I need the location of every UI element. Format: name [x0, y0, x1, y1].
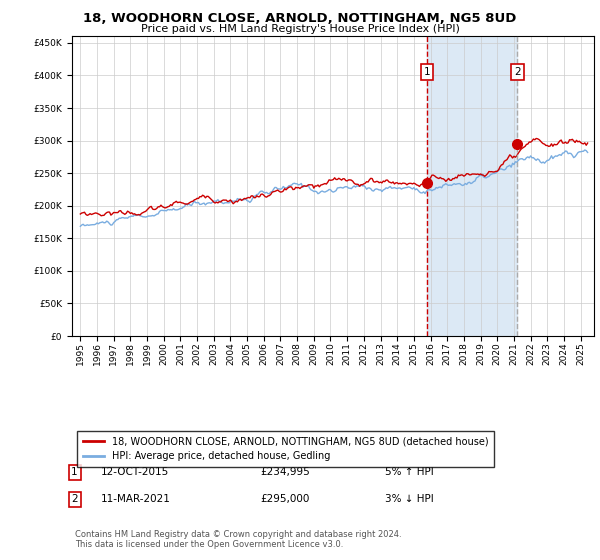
Legend: 18, WOODHORN CLOSE, ARNOLD, NOTTINGHAM, NG5 8UD (detached house), HPI: Average p: 18, WOODHORN CLOSE, ARNOLD, NOTTINGHAM, … [77, 431, 494, 467]
Text: 5% ↑ HPI: 5% ↑ HPI [385, 467, 434, 477]
Text: 3% ↓ HPI: 3% ↓ HPI [385, 494, 434, 505]
Text: 2: 2 [514, 67, 520, 77]
Text: £295,000: £295,000 [260, 494, 309, 505]
Text: Price paid vs. HM Land Registry's House Price Index (HPI): Price paid vs. HM Land Registry's House … [140, 24, 460, 34]
Text: 1: 1 [71, 467, 78, 477]
Text: 18, WOODHORN CLOSE, ARNOLD, NOTTINGHAM, NG5 8UD: 18, WOODHORN CLOSE, ARNOLD, NOTTINGHAM, … [83, 12, 517, 25]
Text: 12-OCT-2015: 12-OCT-2015 [101, 467, 169, 477]
Bar [427, 36, 517, 336]
Text: 2: 2 [71, 494, 78, 505]
Text: 11-MAR-2021: 11-MAR-2021 [101, 494, 170, 505]
Text: 1: 1 [424, 67, 430, 77]
Text: £234,995: £234,995 [260, 467, 310, 477]
Text: Contains HM Land Registry data © Crown copyright and database right 2024.
This d: Contains HM Land Registry data © Crown c… [74, 530, 401, 549]
